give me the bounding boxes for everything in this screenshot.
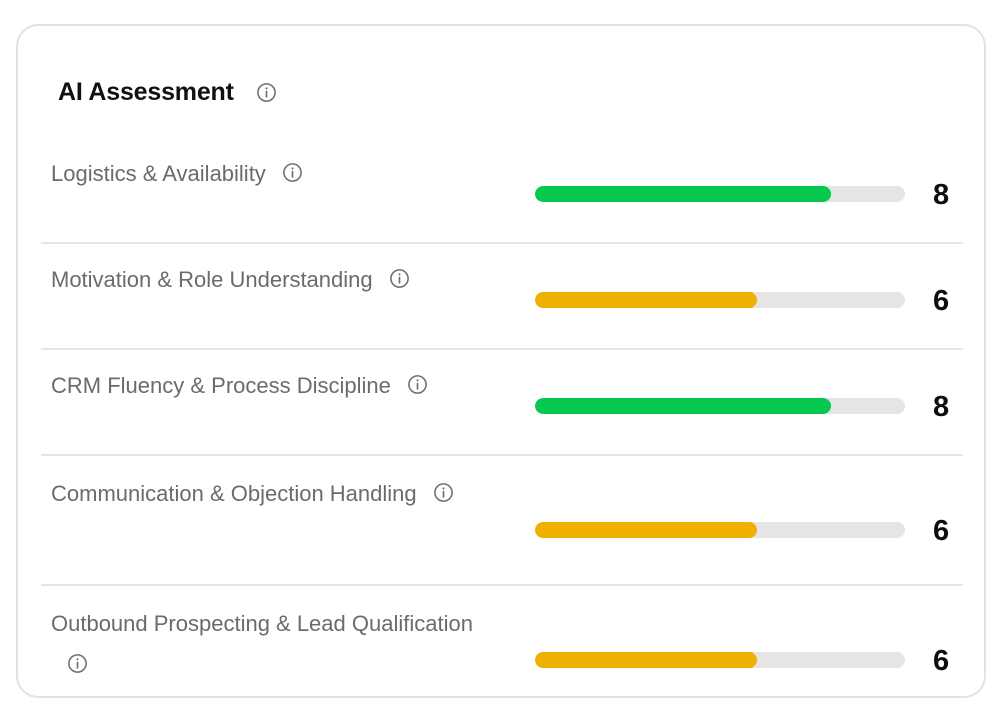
- assessment-row: CRM Fluency & Process Discipline 8: [41, 350, 963, 456]
- assessment-row: Outbound Prospecting & Lead Qualificatio…: [41, 586, 963, 716]
- criterion-label-text: CRM Fluency & Process Discipline: [51, 373, 391, 399]
- score-bar-track: [535, 652, 905, 668]
- criterion-label: Outbound Prospecting & Lead Qualificatio…: [51, 603, 491, 684]
- card-title: AI Assessment: [58, 77, 234, 106]
- criterion-label-text: Motivation & Role Understanding: [51, 267, 373, 293]
- score-value: 6: [933, 645, 950, 677]
- criterion-label: Motivation & Role Understanding: [51, 259, 491, 300]
- score-bar-track: [535, 398, 905, 414]
- score-value: 8: [933, 179, 950, 211]
- assessment-row: Communication & Objection Handling 6: [41, 456, 963, 586]
- score-bar-fill: [535, 652, 757, 668]
- score-value: 8: [933, 391, 950, 423]
- info-icon[interactable]: [256, 82, 277, 103]
- assessment-list: Logistics & Availability 8 Motivation & …: [41, 138, 963, 716]
- score-bar-track: [535, 522, 905, 538]
- score-bar-fill: [535, 292, 757, 308]
- criterion-label-text: Logistics & Availability: [51, 161, 266, 187]
- criterion-label: Communication & Objection Handling: [51, 473, 491, 514]
- score-value: 6: [933, 285, 950, 317]
- score-bar-track: [535, 292, 905, 308]
- info-icon[interactable]: [407, 374, 428, 395]
- criterion-label: CRM Fluency & Process Discipline: [51, 365, 491, 406]
- criterion-label-text: Communication & Objection Handling: [51, 481, 417, 507]
- ai-assessment-card: AI Assessment Logistics & Availability 8…: [16, 24, 986, 698]
- score-bar-fill: [535, 186, 831, 202]
- info-icon[interactable]: [433, 482, 454, 503]
- info-icon[interactable]: [389, 268, 410, 289]
- score-bar-fill: [535, 398, 831, 414]
- assessment-row: Motivation & Role Understanding 6: [41, 244, 963, 350]
- info-icon[interactable]: [67, 653, 88, 674]
- info-icon[interactable]: [282, 162, 303, 183]
- score-bar-fill: [535, 522, 757, 538]
- score-value: 6: [933, 515, 950, 547]
- card-header: AI Assessment: [58, 76, 277, 108]
- assessment-row: Logistics & Availability 8: [41, 138, 963, 244]
- criterion-label-text: Outbound Prospecting & Lead Qualificatio…: [51, 611, 473, 637]
- criterion-label: Logistics & Availability: [51, 153, 491, 194]
- score-bar-track: [535, 186, 905, 202]
